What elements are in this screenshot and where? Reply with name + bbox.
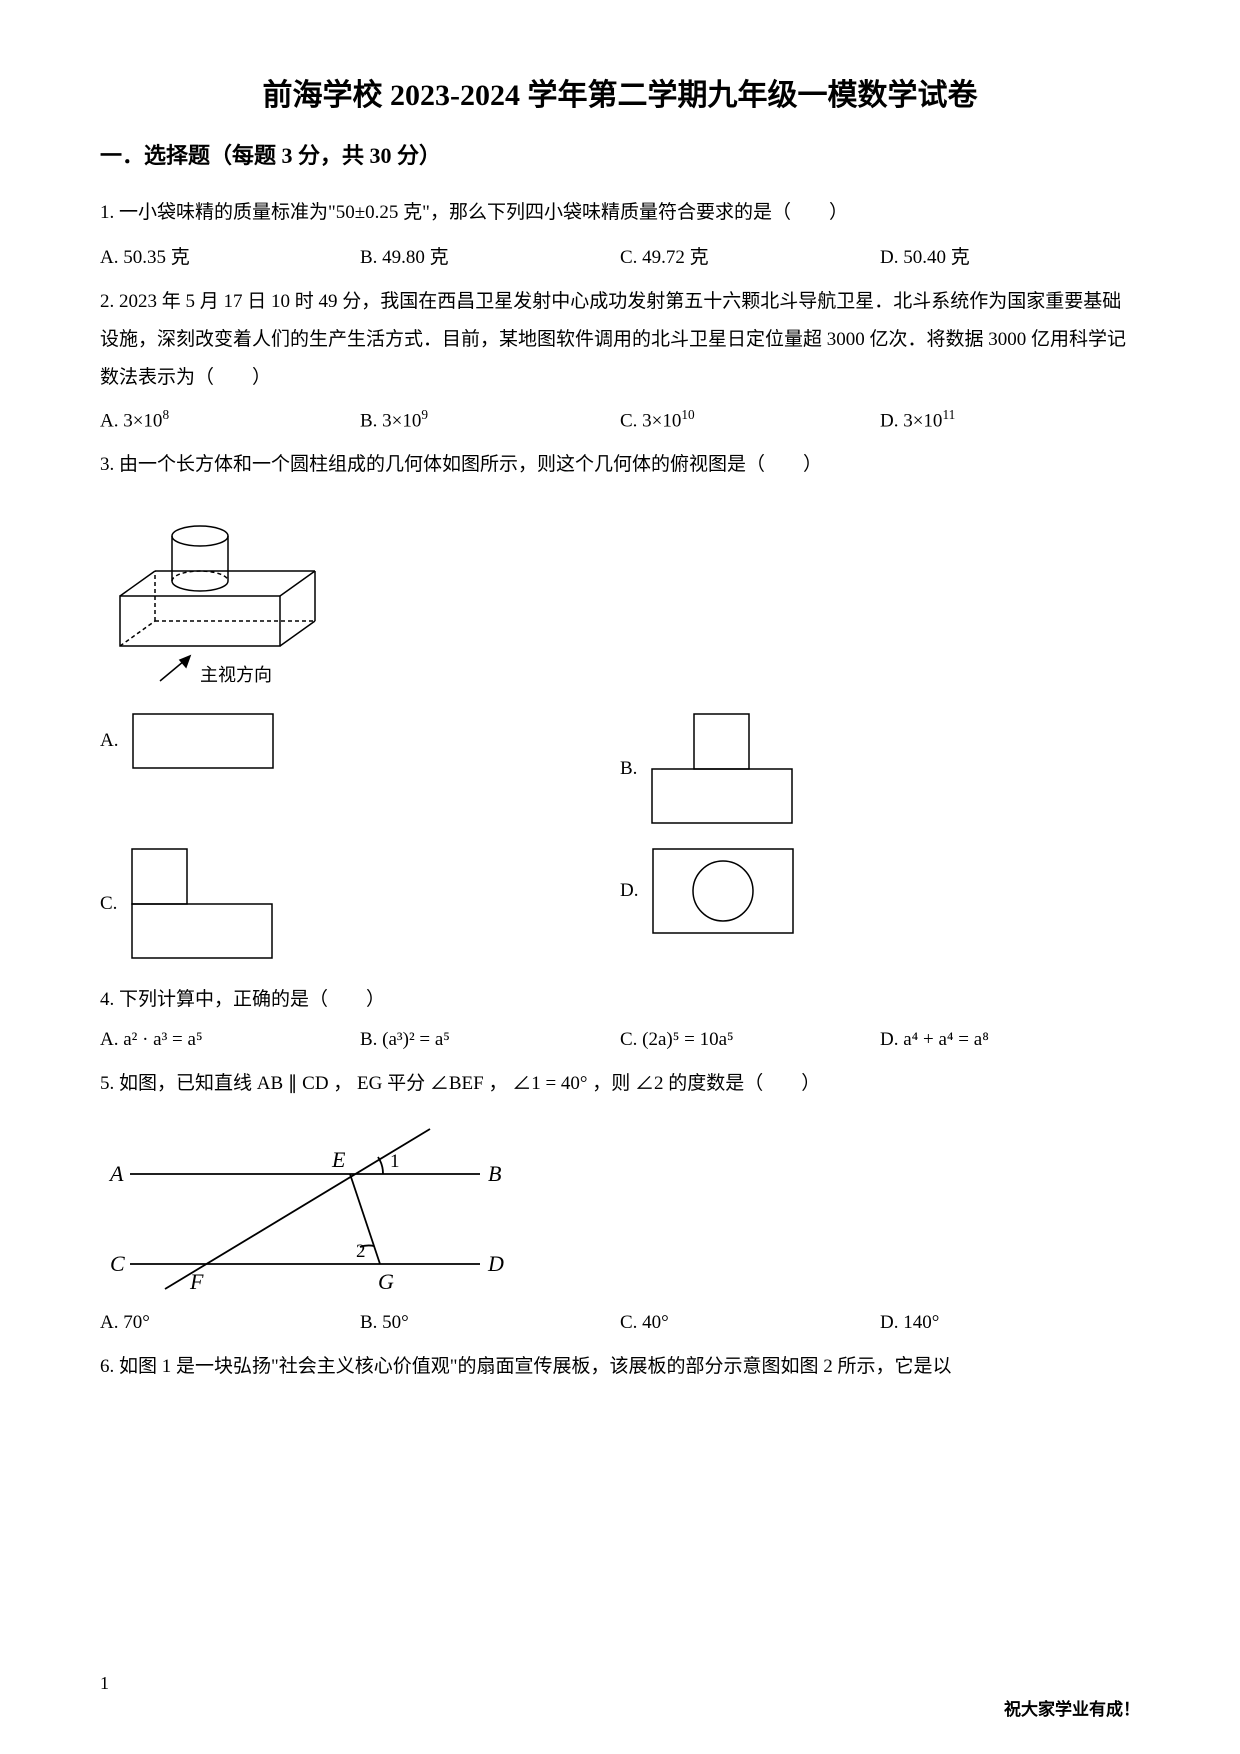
q2-opt-c: C. 3×1010 bbox=[620, 407, 880, 432]
question-5: 5. 如图，已知直线 AB ∥ CD ， EG 平分 ∠BEF ， ∠1 = 4… bbox=[100, 1065, 1140, 1103]
q1-opt-a: A. 50.35 克 bbox=[100, 242, 360, 269]
q1-opt-d: D. 50.40 克 bbox=[880, 242, 1140, 269]
q5-svg: A B C D E F G 1 2 bbox=[100, 1119, 520, 1299]
svg-text:F: F bbox=[189, 1269, 204, 1294]
q4-opt-b: B. (a³)² = a⁵ bbox=[360, 1029, 620, 1051]
question-2: 2. 2023 年 5 月 17 日 10 时 49 分，我国在西昌卫星发射中心… bbox=[100, 283, 1140, 397]
q4-opt-a: A. a² · a³ = a⁵ bbox=[100, 1029, 360, 1051]
q3-label-c: C. bbox=[100, 893, 117, 915]
q3-opt-a-svg bbox=[128, 711, 278, 771]
q3-opt-c: C. bbox=[100, 846, 620, 961]
q3-caption: 主视方向 bbox=[200, 665, 272, 685]
q2-options: A. 3×108 B. 3×109 C. 3×1010 D. 3×1011 bbox=[100, 407, 1140, 432]
question-1: 1. 一小袋味精的质量标准为"50±0.25 克"，那么下列四小袋味精质量符合要… bbox=[100, 194, 1140, 232]
q5-opt-b: B. 50° bbox=[360, 1312, 620, 1334]
q2-opt-a: A. 3×108 bbox=[100, 407, 360, 432]
svg-text:B: B bbox=[488, 1161, 501, 1186]
footer-text: 祝大家学业有成！ bbox=[1004, 1695, 1140, 1720]
question-6: 6. 如图 1 是一块弘扬"社会主义核心价值观"的扇面宣传展板，该展板的部分示意… bbox=[100, 1348, 1140, 1386]
q2-opt-b: B. 3×109 bbox=[360, 407, 620, 432]
q1-options: A. 50.35 克 B. 49.80 克 C. 49.72 克 D. 50.4… bbox=[100, 242, 1140, 269]
q3-options-row2: C. D. bbox=[100, 846, 1140, 961]
q3-figure: 主视方向 bbox=[100, 496, 1140, 691]
q3-opt-d-svg bbox=[648, 846, 798, 936]
svg-text:2: 2 bbox=[356, 1241, 366, 1262]
svg-text:1: 1 bbox=[390, 1151, 400, 1172]
q3-opt-b: B. bbox=[620, 711, 1140, 826]
q5-options: A. 70° B. 50° C. 40° D. 140° bbox=[100, 1312, 1140, 1334]
q5-figure: A B C D E F G 1 2 bbox=[100, 1119, 1140, 1304]
svg-text:E: E bbox=[331, 1147, 346, 1172]
page-number: 1 bbox=[100, 1673, 109, 1694]
q3-opt-a: A. bbox=[100, 711, 620, 771]
svg-text:G: G bbox=[378, 1269, 394, 1294]
q3-label-b: B. bbox=[620, 758, 637, 780]
question-3: 3. 由一个长方体和一个圆柱组成的几何体如图所示，则这个几何体的俯视图是（ ） bbox=[100, 446, 1140, 484]
q4-options: A. a² · a³ = a⁵ B. (a³)² = a⁵ C. (2a)⁵ =… bbox=[100, 1029, 1140, 1051]
svg-text:A: A bbox=[108, 1161, 124, 1186]
svg-text:D: D bbox=[487, 1251, 504, 1276]
q4-opt-c: C. (2a)⁵ = 10a⁵ bbox=[620, 1029, 880, 1051]
q3-options-row1: A. B. bbox=[100, 711, 1140, 826]
q1-opt-b: B. 49.80 克 bbox=[360, 242, 620, 269]
q5-opt-d: D. 140° bbox=[880, 1312, 1140, 1334]
q2-opt-d: D. 3×1011 bbox=[880, 407, 1140, 432]
question-4: 4. 下列计算中，正确的是（ ） bbox=[100, 981, 1140, 1019]
q4-opt-d: D. a⁴ + a⁴ = a⁸ bbox=[880, 1029, 1140, 1051]
q3-opt-c-svg bbox=[127, 846, 277, 961]
q3-main-svg: 主视方向 bbox=[100, 496, 330, 686]
exam-title: 前海学校 2023-2024 学年第二学期九年级一模数学试卷 bbox=[100, 70, 1140, 114]
q5-opt-c: C. 40° bbox=[620, 1312, 880, 1334]
section-1-header: 一．选择题（每题 3 分，共 30 分） bbox=[100, 138, 1140, 170]
q3-opt-b-svg bbox=[647, 711, 797, 826]
q1-opt-c: C. 49.72 克 bbox=[620, 242, 880, 269]
q3-label-a: A. bbox=[100, 730, 118, 752]
q3-opt-d: D. bbox=[620, 846, 1140, 936]
q3-label-d: D. bbox=[620, 880, 638, 902]
q5-opt-a: A. 70° bbox=[100, 1312, 360, 1334]
svg-text:C: C bbox=[110, 1251, 125, 1276]
